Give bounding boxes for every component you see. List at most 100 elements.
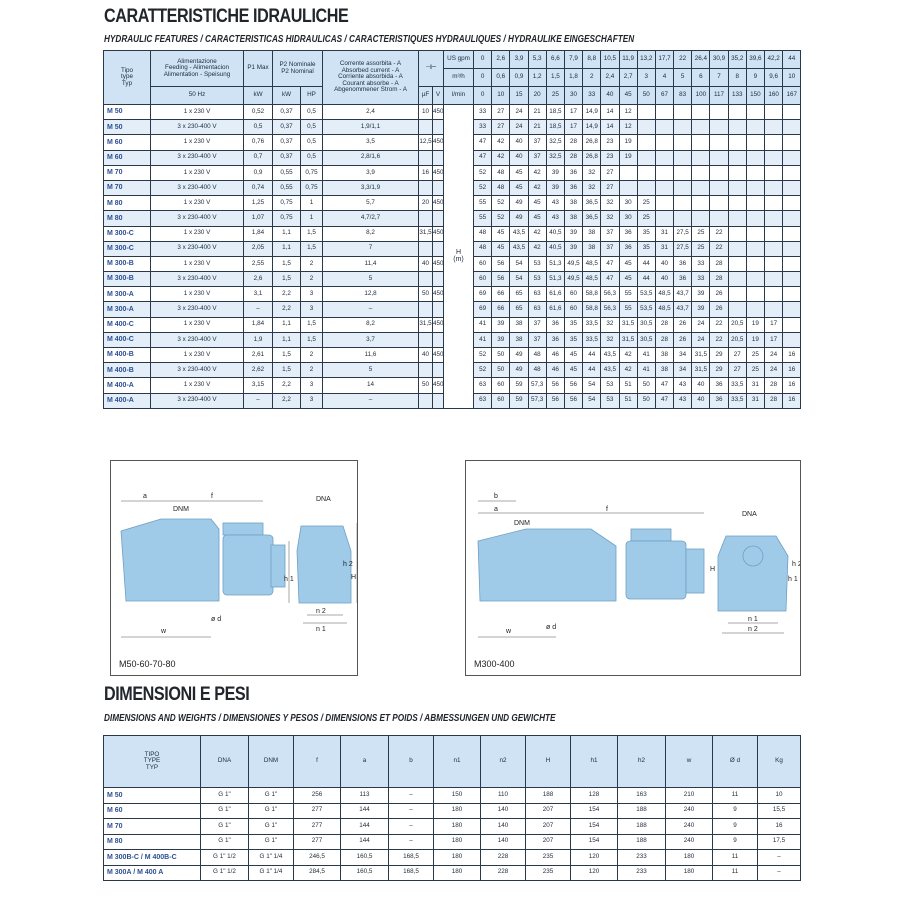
dim-value: G 1" 1/4 [248, 864, 294, 881]
head-value: 24 [764, 362, 784, 379]
head-value: 39 [563, 225, 584, 242]
empty-cell [727, 210, 747, 227]
head-value: 42 [491, 134, 511, 151]
head-value: 21 [527, 103, 547, 121]
head-value: 16 [782, 377, 802, 394]
head-value: 40 [654, 271, 675, 288]
head-value: 17 [563, 103, 584, 121]
flow-m3h: 4 [654, 68, 675, 87]
head-value: 53 [600, 392, 620, 409]
cell-hp: 1,5 [300, 331, 323, 349]
empty-cell [709, 210, 729, 227]
dim-value: 144 [340, 833, 389, 850]
head-value: 45 [509, 179, 529, 197]
cell-v [431, 179, 445, 197]
head-value: 52 [473, 179, 493, 197]
head-value: 30 [618, 210, 638, 227]
cell-uf [418, 331, 433, 349]
head-value: 36,5 [582, 210, 602, 227]
dim-value: 188 [617, 833, 666, 850]
head-value: 19 [745, 316, 766, 333]
cell-v [431, 240, 445, 257]
table-row: M 300-A 1 x 230 V 3,1 2,2 3 12,8 50 450 69 66 65 63… [103, 286, 802, 303]
dim-value: 246,5 [293, 849, 341, 866]
flow-m3h: 9 [745, 68, 766, 87]
dim-value: 9 [712, 833, 758, 850]
cell-hp: 1 [300, 210, 323, 227]
head-value: 55 [473, 195, 493, 212]
dim-value: 9 [712, 818, 758, 835]
head-value: 31 [745, 377, 766, 394]
flow-m3h: 3 [636, 68, 656, 87]
head-value: 41 [473, 331, 493, 349]
dim-value: 188 [525, 787, 571, 804]
head-value: 33,5 [582, 331, 602, 349]
empty-cell [782, 103, 802, 121]
flow-usgpm: 11,9 [618, 50, 638, 69]
cell-feed: 3 x 230-400 V [150, 331, 244, 349]
header-current: Corrente assorbita - A Absorbed current … [322, 50, 419, 105]
cell-hp: 2 [300, 362, 323, 379]
empty-cell [764, 301, 784, 318]
model-type: M 300-C [103, 240, 151, 257]
cell-feed: 1 x 230 V [150, 316, 244, 333]
head-value: 24 [509, 119, 529, 136]
head-value: 33,5 [582, 316, 602, 333]
model-type: M 400-B [103, 346, 151, 364]
head-value: 28 [709, 271, 729, 288]
diagram-caption-m50-80: M50-60-70-80 [119, 659, 176, 669]
cell-kw: 0,55 [272, 179, 301, 197]
cell-amp: 2,8/1,6 [322, 149, 419, 166]
empty-cell [709, 179, 729, 197]
head-value: 65 [509, 301, 529, 318]
model-type: M 300-B [103, 255, 151, 273]
dim-value: G 1" 1/2 [200, 849, 249, 866]
head-value: 37 [527, 316, 547, 333]
dim-value: 228 [480, 864, 526, 881]
cell-hp: 0,5 [300, 103, 323, 121]
head-value: 50 [636, 392, 656, 409]
flow-lmin: 15 [509, 86, 529, 105]
head-value: 48 [473, 225, 493, 242]
header-feeding: Alimentazione Feeding - Alimentacion Ali… [150, 50, 244, 87]
cell-feed: 1 x 230 V [150, 377, 244, 394]
dim-header: h2 [617, 735, 666, 788]
flow-usgpm: 44 [782, 50, 802, 69]
empty-cell [727, 119, 747, 136]
cell-kw: 1,5 [272, 362, 301, 379]
cell-v: 450 [431, 316, 445, 333]
empty-cell [727, 271, 747, 288]
head-value: 38 [654, 362, 675, 379]
cell-feed: 3 x 230-400 V [150, 119, 244, 136]
empty-cell [673, 134, 693, 151]
cell-hp: 0,5 [300, 134, 323, 151]
cell-kw: 0,37 [272, 149, 301, 166]
dim-value: 256 [293, 787, 341, 804]
empty-cell [782, 149, 802, 166]
model-type: M 50 [103, 787, 201, 804]
cell-p1: 1,84 [243, 225, 273, 242]
dim-header: w [665, 735, 713, 788]
empty-cell [673, 164, 693, 181]
head-value: 28 [563, 149, 584, 166]
head-value: 36 [618, 240, 638, 257]
head-value: 14 [600, 103, 620, 121]
head-value: 20,5 [727, 331, 747, 349]
dim-value: 144 [340, 818, 389, 835]
head-value: 41 [636, 362, 656, 379]
empty-cell [673, 195, 693, 212]
empty-cell [745, 255, 766, 273]
head-value: 51 [618, 392, 638, 409]
cell-amp: 3,5 [322, 134, 419, 151]
head-value: 51,3 [545, 271, 565, 288]
empty-cell [764, 195, 784, 212]
cell-feed: 1 x 230 V [150, 346, 244, 364]
head-value: 63 [527, 301, 547, 318]
empty-cell [727, 225, 747, 242]
cell-feed: 1 x 230 V [150, 103, 244, 121]
dim-value: 180 [665, 864, 713, 881]
table-row: M 400-C 3 x 230-400 V 1,9 1,1 1,5 3,7 41 39 38 37… [103, 331, 802, 349]
head-value: 26 [673, 331, 693, 349]
head-value: 44 [582, 346, 602, 364]
flow-lmin: 50 [636, 86, 656, 105]
